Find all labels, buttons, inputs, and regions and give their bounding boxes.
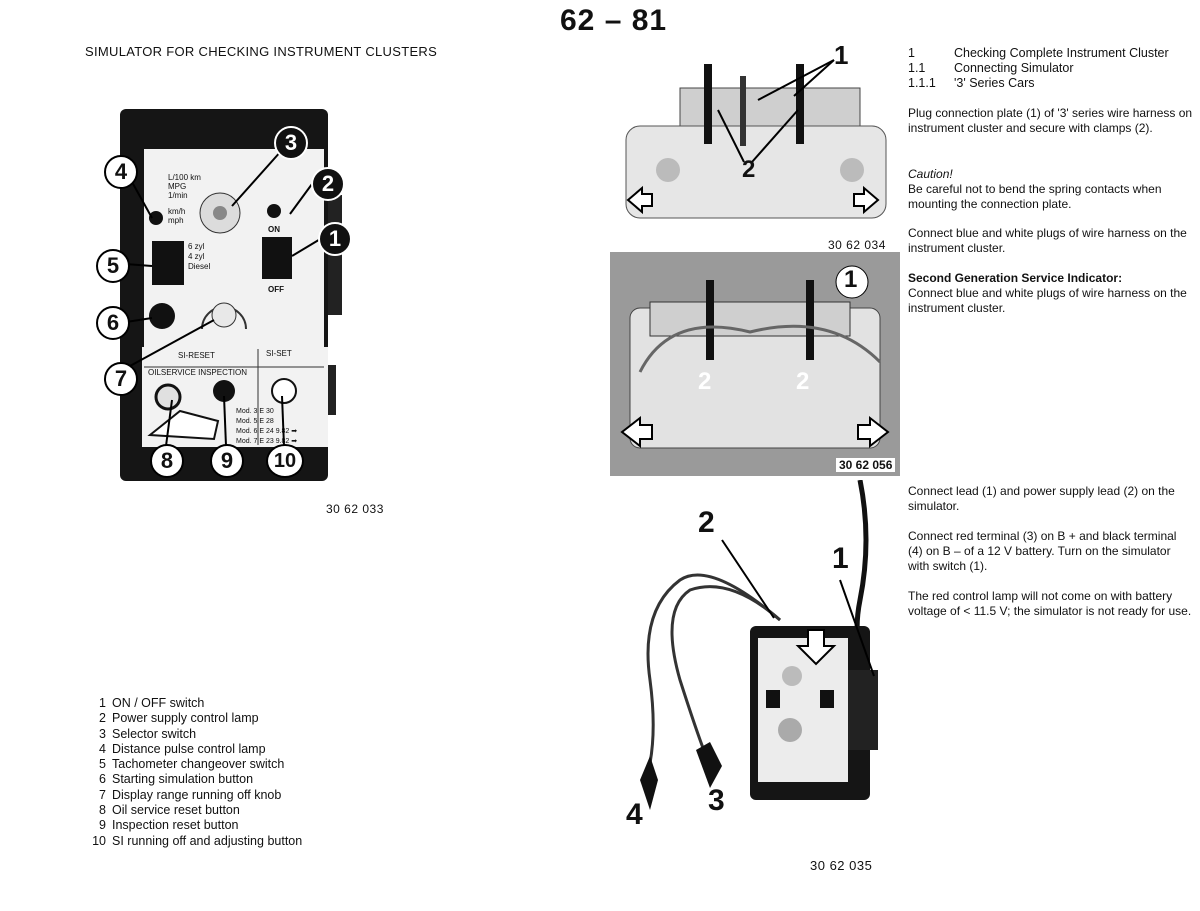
callout-1: 1 — [318, 222, 352, 256]
paragraph-connect-lead: Connect lead (1) and power supply lead (… — [908, 484, 1175, 513]
figure-id-top: 30 62 034 — [828, 238, 886, 252]
caution-title: Caution! — [908, 167, 953, 181]
photo-cluster-top: 1 2 2 — [608, 40, 898, 235]
photo-bottom-label-4: 4 — [626, 798, 643, 831]
panel-label-mpg: MPG — [168, 182, 187, 191]
page-number: 62 – 81 — [560, 4, 668, 37]
photo-bottom-label-1: 1 — [832, 542, 849, 575]
photo-simulator-connected: 2 1 4 3 — [610, 479, 900, 831]
toc-item: 1.1 Connecting Simulator — [908, 61, 1074, 75]
panel-label-off: OFF — [268, 285, 284, 294]
legend-item: 7 Display range running off knob — [99, 787, 282, 802]
panel-label-4zyl: 4 zyl — [188, 252, 205, 261]
legend-item: 10 SI running off and adjusting button — [92, 833, 303, 848]
photo-top-label-1: 1 — [834, 40, 849, 70]
legend-item: 8 Oil service reset button — [99, 803, 240, 818]
panel-label-model-5: Mod. 5 E 28 — [236, 418, 274, 425]
callout-3: 3 — [274, 126, 308, 160]
panel-label-mph: mph — [168, 216, 184, 225]
legend-item: 6 Starting simulation button — [99, 772, 254, 787]
component-legend: 1 ON / OFF switch 2 Power supply control l… — [84, 696, 302, 849]
second-generation-text: Connect blue and white plugs of wire har… — [908, 286, 1187, 315]
callout-7: 7 — [104, 362, 138, 396]
photo-middle-label-2a: 2 — [698, 368, 712, 395]
paragraph-connect-terminals: Connect red terminal (3) on B + and blac… — [908, 529, 1177, 573]
legend-item: 3 Selector switch — [99, 726, 197, 741]
procedure-toc: 1 Checking Complete Instrument Cluster 1.… — [908, 46, 1193, 91]
legend-item: 2 Power supply control lamp — [99, 711, 259, 726]
figure-id-middle: 30 62 056 — [836, 458, 896, 472]
panel-label-on: ON — [268, 225, 280, 234]
paragraph-control-lamp: The red control lamp will not come on wi… — [908, 589, 1192, 618]
simulator-panel-illustration: L/100 km MPG 1/min km/h mph ON OFF 6 zyl… — [108, 105, 348, 485]
paragraph-connect-plugs: Connect blue and white plugs of wire har… — [908, 226, 1187, 255]
photo-top-label-2a: 2 — [742, 156, 756, 183]
callout-2: 2 — [311, 167, 345, 201]
toc-item: 1 Checking Complete Instrument Cluster — [908, 46, 1169, 60]
legend-item: 5 Tachometer changeover switch — [99, 757, 285, 772]
callout-6: 6 — [96, 306, 130, 340]
panel-label-model-7: Mod. 7 E 23 9.82 ➡ — [236, 438, 298, 445]
panel-label-si-reset: SI-RESET — [178, 351, 215, 360]
callout-8: 8 — [150, 444, 184, 478]
panel-label-model-6: Mod. 6 E 24 9.82 ➡ — [236, 428, 298, 435]
legend-item: 4 Distance pulse control lamp — [99, 741, 266, 756]
callout-9: 9 — [210, 444, 244, 478]
photo-cluster-middle: 1 2 2 30 62 056 — [610, 252, 900, 476]
photo-middle-label-1: 1 — [844, 266, 858, 293]
panel-label-6zyl: 6 zyl — [188, 242, 205, 251]
panel-label-oilservice-inspection: OILSERVICE INSPECTION — [148, 368, 247, 377]
photo-bottom-label-3: 3 — [708, 784, 725, 817]
callout-leaders — [125, 149, 323, 447]
panel-label-rpm: 1/min — [168, 191, 188, 200]
panel-label-l100km: L/100 km — [168, 173, 201, 182]
toc-item: 1.1.1'3' Series Cars — [908, 76, 1035, 90]
callout-10: 10 — [266, 444, 304, 478]
callout-5: 5 — [96, 249, 130, 283]
section-heading: SIMULATOR FOR CHECKING INSTRUMENT CLUSTE… — [85, 44, 438, 59]
figure-id-bottom: 30 62 035 — [810, 858, 873, 873]
callout-4: 4 — [104, 155, 138, 189]
simulator-panel-drawing — [120, 109, 342, 481]
second-generation-title: Second Generation Service Indicator: — [908, 271, 1123, 285]
panel-label-kmh: km/h — [168, 207, 186, 216]
legend-item: 1 ON / OFF switch — [99, 696, 205, 710]
panel-label-diesel: Diesel — [188, 262, 211, 271]
figure-id-left: 30 62 033 — [326, 502, 384, 516]
photo-bottom-label-2: 2 — [698, 506, 715, 539]
legend-item: 9 Inspection reset button — [99, 818, 239, 833]
paragraph-plug-connection: Plug connection plate (1) of '3' series … — [908, 106, 1193, 135]
photo-middle-label-2b: 2 — [796, 368, 810, 395]
panel-label-si-set: SI-SET — [266, 349, 292, 358]
panel-label-model-3: Mod. 3 E 30 — [236, 408, 274, 415]
caution-text: Be careful not to bend the spring contac… — [908, 182, 1162, 211]
